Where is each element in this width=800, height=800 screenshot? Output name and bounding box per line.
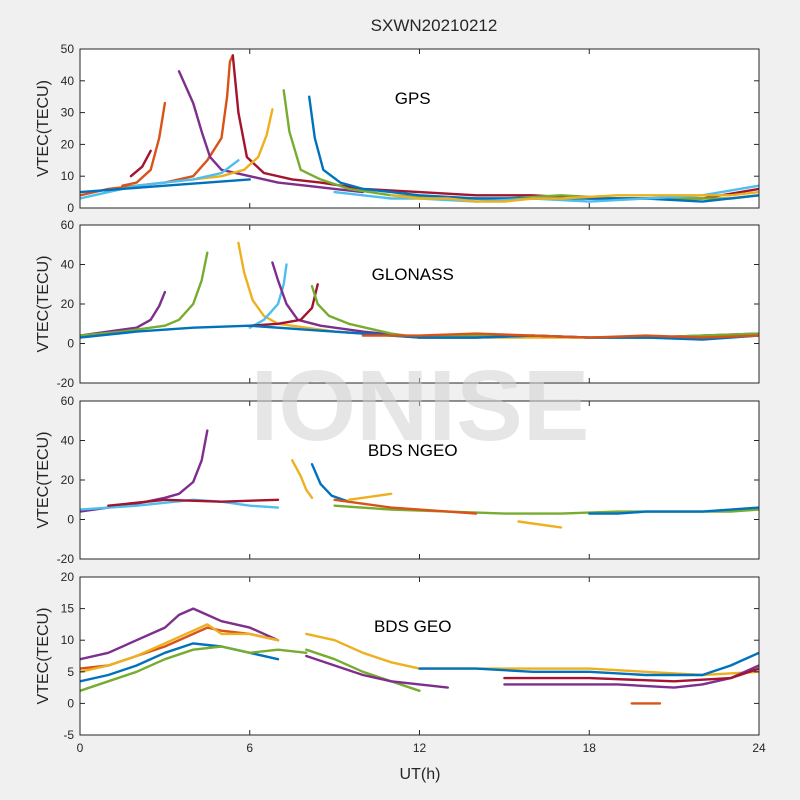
y-tick-label: 20 [61,137,75,151]
panel-0: 0 10 20 30 40 50 VTEC(TECU) GPS [35,42,760,215]
panel-1: -20 0 20 40 60 VTEC(TECU) GLONASS [35,218,760,390]
series-line-6 [305,648,421,692]
x-tick-label: 24 [752,741,766,755]
y-axis-label: VTEC(TECU) [35,256,52,353]
watermark: IONISE [251,350,590,462]
series-line-0 [80,54,235,197]
series-line-7 [588,506,759,515]
panel-title: GPS [395,89,431,108]
y-tick-label: 0 [67,201,74,215]
series-line-2 [310,463,350,503]
series-group [80,429,759,529]
series-line-4 [107,498,280,507]
series-line-8 [517,520,563,529]
series-line-11 [390,190,759,203]
y-tick-label: 0 [67,337,74,351]
series-line-10 [333,184,759,203]
plot-area [80,49,759,208]
panel-title: BDS GEO [374,617,451,636]
series-line-0 [80,607,280,661]
panel-2: -20 0 20 40 60 VTEC(TECU) BDS NGEO [35,394,760,566]
plot-area [80,577,759,735]
y-axis-label: VTEC(TECU) [35,432,52,529]
x-axis-label: UT(h) [400,766,441,783]
series-line-1 [80,251,209,337]
y-tick-label: 10 [61,169,75,183]
series-line-8 [361,332,759,339]
series-line-2 [80,623,280,673]
chart-title: SXWN20210212 [371,16,498,35]
series-line-7 [129,149,152,178]
series-line-5 [248,283,319,327]
x-tick-label: 12 [413,741,427,755]
series-line-8 [80,159,240,200]
y-tick-label: 0 [67,513,74,527]
y-tick-label: 40 [61,258,75,272]
series-line-9 [80,178,252,194]
y-axis-label: VTEC(TECU) [35,608,52,705]
series-group [80,607,759,705]
y-tick-label: 50 [61,42,75,56]
series-group [80,54,759,203]
x-tick-label: 6 [246,741,253,755]
panel-title: BDS NGEO [368,441,458,460]
series-line-3 [191,108,274,181]
panel-title: GLONASS [372,265,454,284]
y-tick-label: 20 [61,570,75,584]
y-tick-label: -20 [57,376,75,390]
series-group [80,241,759,341]
series-line-9 [347,492,393,501]
y-tick-label: 40 [61,434,75,448]
y-tick-label: -5 [63,728,74,742]
y-tick-label: 30 [61,106,75,120]
series-line-11 [503,667,759,683]
series-line-1 [291,459,314,499]
y-tick-label: 15 [61,602,75,616]
series-line-6 [333,498,478,515]
y-tick-label: -20 [57,552,75,566]
y-tick-label: 60 [61,218,75,232]
y-tick-label: 5 [67,665,74,679]
x-tick-label: 18 [583,741,597,755]
series-line-3 [248,263,288,329]
y-tick-label: 0 [67,696,74,710]
y-tick-label: 40 [61,74,75,88]
series-line-8 [418,651,759,677]
series-line-7 [80,324,759,341]
x-tick-label: 0 [77,741,84,755]
y-tick-label: 60 [61,394,75,408]
y-axis-label: VTEC(TECU) [35,80,52,177]
y-tick-label: 20 [61,297,75,311]
y-tick-label: 10 [61,633,75,647]
y-tick-label: 20 [61,473,75,487]
series-line-7 [305,654,449,689]
series-line-6 [121,101,167,187]
series-line-4 [80,645,308,692]
